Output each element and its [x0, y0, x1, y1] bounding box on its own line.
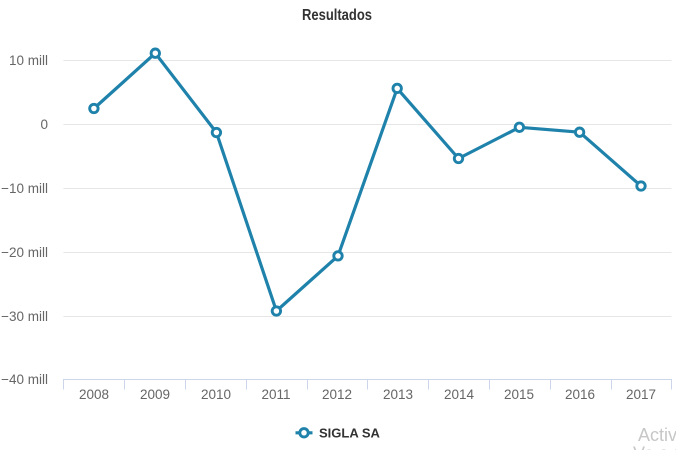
svg-text:SIGLA SA: SIGLA SA: [319, 425, 381, 440]
svg-text:2013: 2013: [383, 387, 413, 402]
svg-text:2012: 2012: [322, 387, 352, 402]
svg-text:0: 0: [40, 117, 48, 132]
svg-text:−20 mill: −20 mill: [1, 245, 48, 260]
svg-text:Ve a Configuración: Ve a Configuración: [633, 444, 676, 450]
svg-text:2015: 2015: [504, 387, 534, 402]
svg-text:2009: 2009: [140, 387, 170, 402]
svg-text:−30 mill: −30 mill: [1, 309, 48, 324]
svg-text:2008: 2008: [79, 387, 109, 402]
svg-text:2017: 2017: [626, 387, 656, 402]
svg-text:2011: 2011: [261, 387, 290, 402]
svg-text:Resultados: Resultados: [302, 7, 372, 24]
svg-text:Activar Windows: Activar Windows: [638, 425, 676, 445]
svg-text:−10 mill: −10 mill: [1, 181, 48, 196]
svg-text:2010: 2010: [201, 387, 231, 402]
svg-text:−40 mill: −40 mill: [1, 372, 48, 387]
svg-text:10 mill: 10 mill: [9, 53, 48, 68]
svg-text:2016: 2016: [565, 387, 595, 402]
svg-text:2014: 2014: [444, 387, 475, 402]
